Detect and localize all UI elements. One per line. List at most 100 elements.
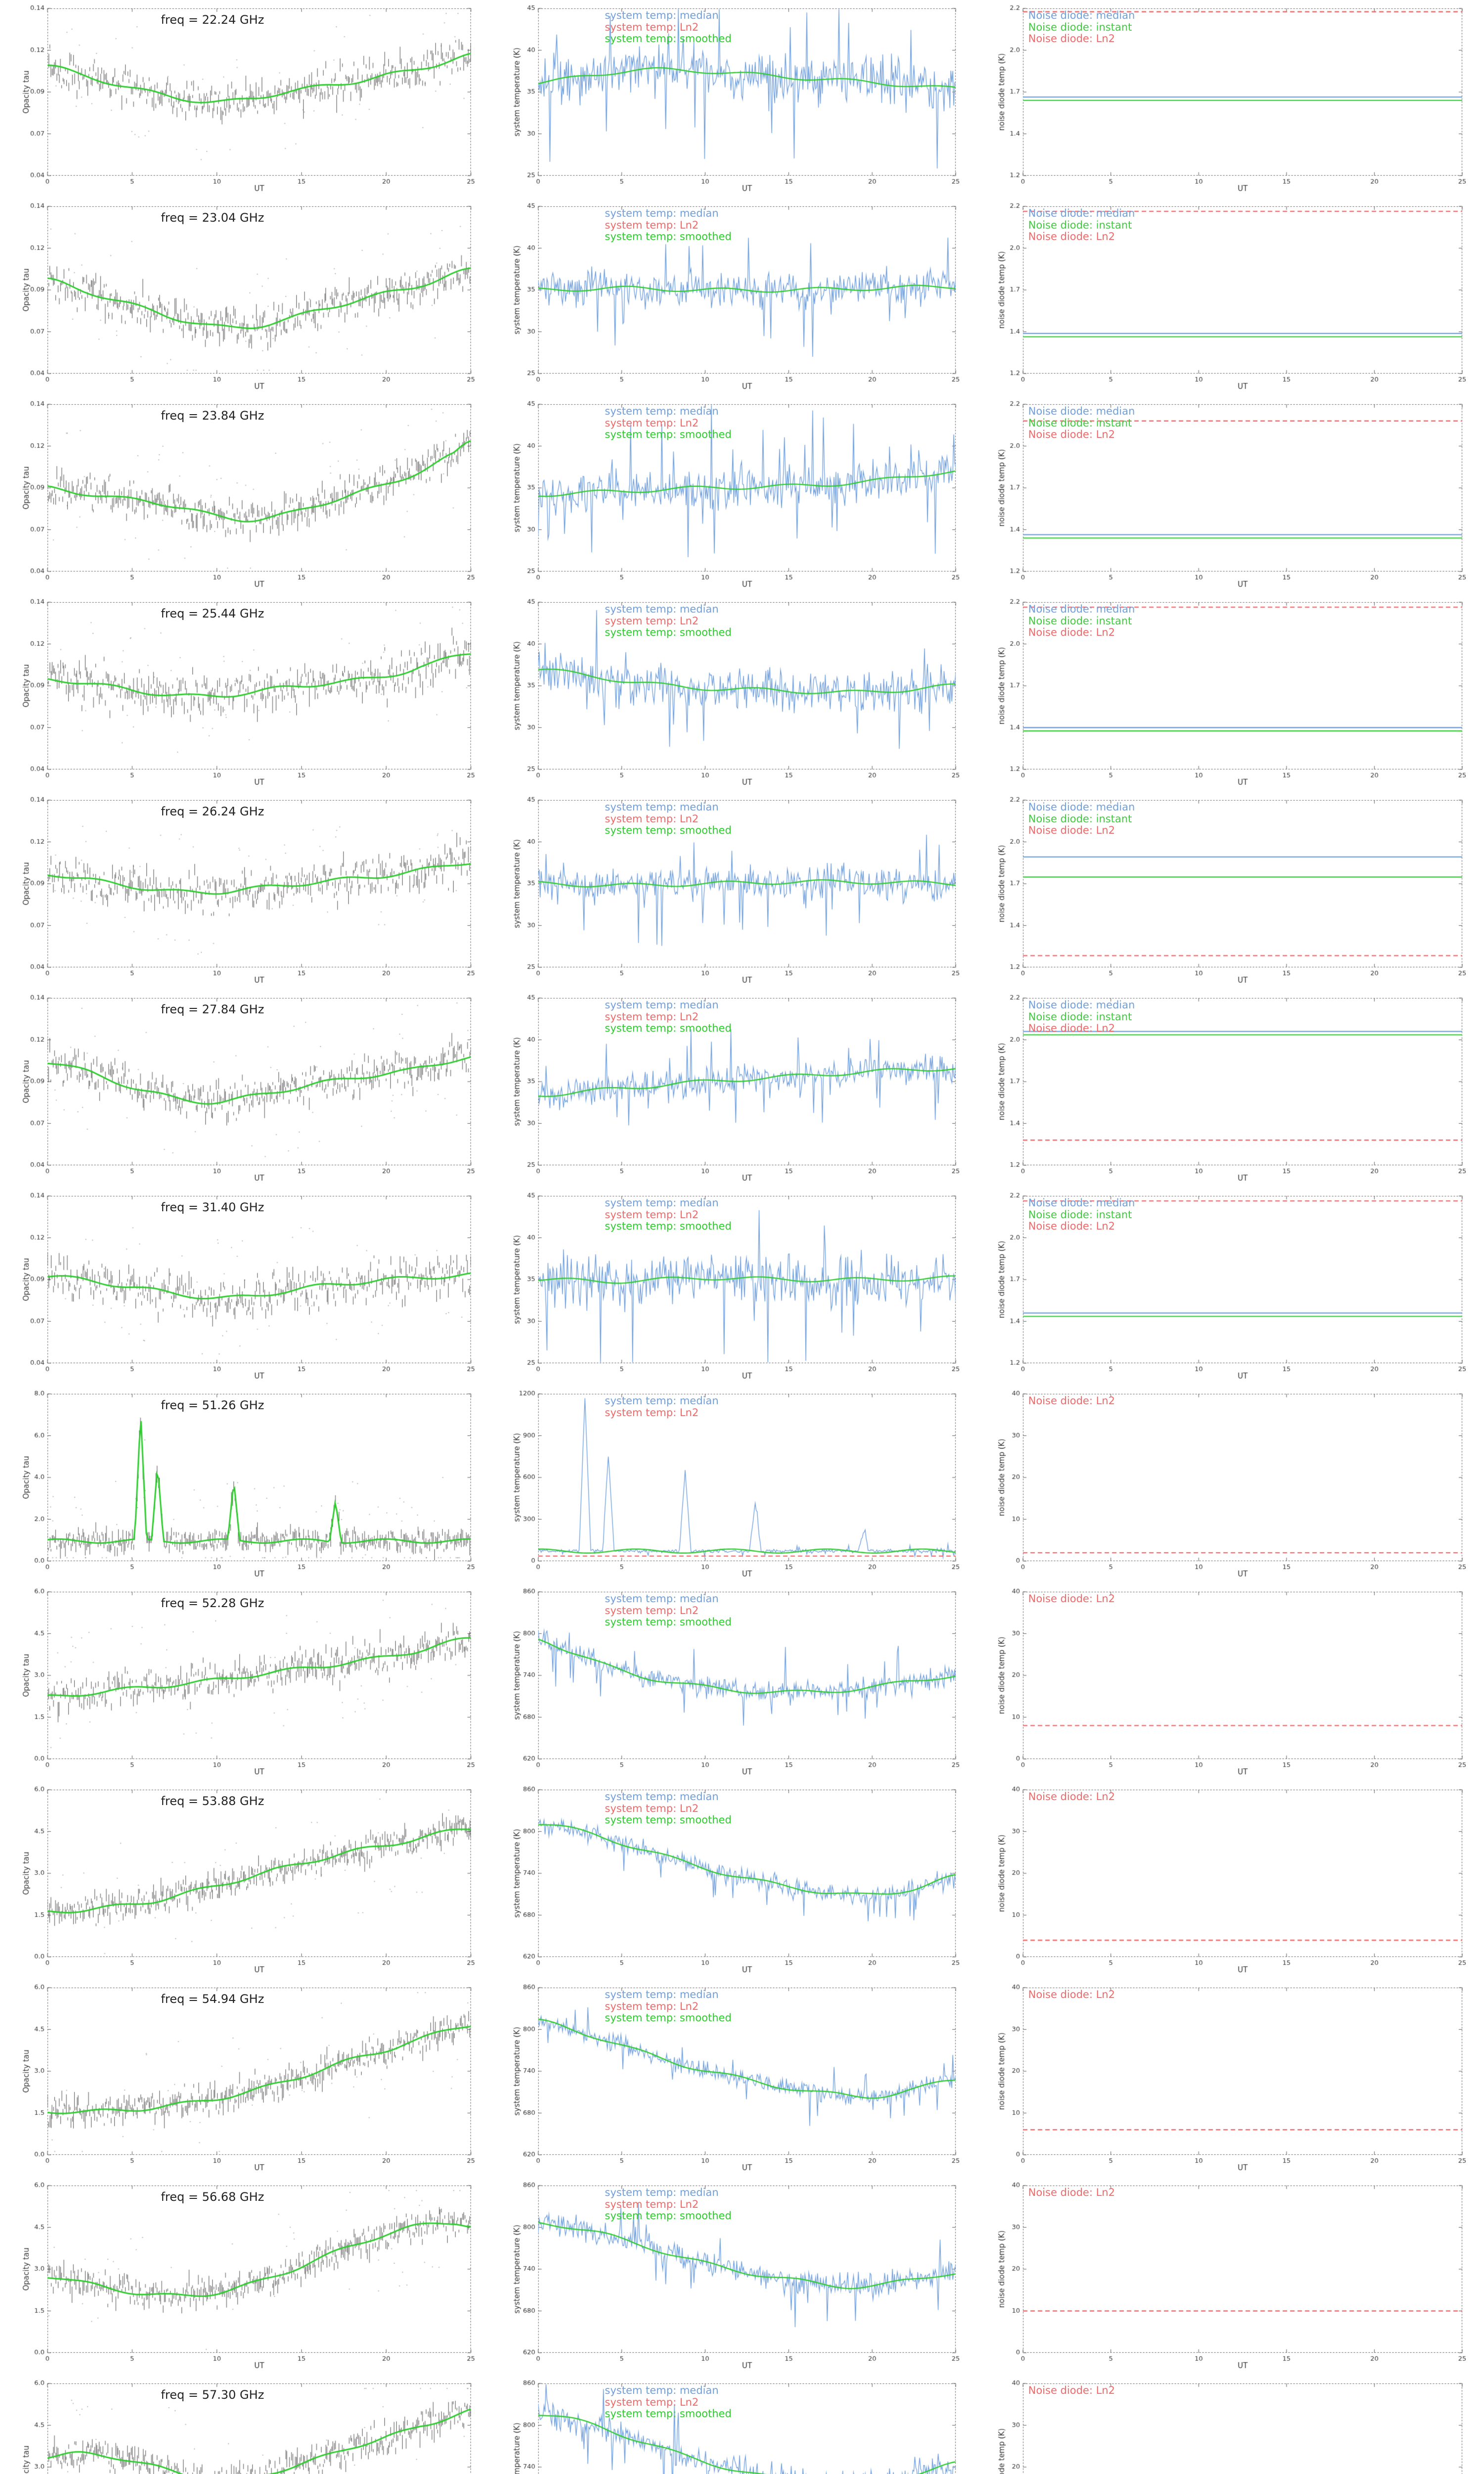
panel-middle: system temp: median system temp: Ln2 syste… [510,792,960,985]
legend-entry-median: Noise diode: median [1028,1197,1135,1209]
legend-entry-instant: Noise diode: instant [1028,812,1132,825]
middle-legend: system temp: median system temp: Ln2 syste… [605,801,732,837]
legend-entry-ln2: system temp: Ln2 [604,417,699,429]
right-legend: Noise diode: median Noise diode: instant N… [1028,207,1135,243]
chart-row: freq = 22.24 GHz system temp: median syste… [0,0,1484,198]
freq-title: freq = 31.40 GHz [161,1200,264,1214]
middle-chart-canvas [510,400,960,589]
right-chart-canvas [995,1984,1466,2173]
legend-entry-median: system temp: median [604,405,719,417]
middle-chart-canvas [510,1390,960,1579]
chart-row: freq = 56.68 GHz system temp: median syste… [0,2177,1484,2375]
freq-title: freq = 56.68 GHz [161,2190,264,2204]
legend-entry-median: Noise diode: median [1028,801,1135,813]
left-chart-canvas [20,598,475,787]
panel-middle: system temp: median system temp: Ln2 syste… [510,2375,960,2474]
legend-entry-instant: Noise diode: instant [1028,417,1132,429]
freq-title: freq = 22.24 GHz [161,13,264,27]
legend-entry-smoothed: system temp: smoothed [604,1220,732,1233]
chart-row: freq = 27.84 GHz system temp: median syste… [0,990,1484,1188]
legend-entry-median: Noise diode: median [1028,207,1135,219]
panel-right: Noise diode: median Noise diode: instant N… [995,198,1466,391]
legend-entry-median: system temp: median [604,1593,719,1605]
legend-entry-instant: Noise diode: instant [1028,21,1132,33]
legend-entry-smoothed: system temp: smoothed [604,2408,732,2420]
panel-middle: system temp: median system temp: Ln2 syste… [510,1979,960,2173]
legend-entry-ln2: Noise diode: Ln2 [1028,1022,1115,1035]
legend-entry-smoothed: system temp: smoothed [604,626,732,639]
left-chart-canvas [20,400,475,589]
left-chart-canvas [20,1588,475,1777]
legend-entry-instant: Noise diode: instant [1028,1010,1132,1023]
panel-right: Noise diode: Ln2 [995,1583,1466,1777]
left-chart-canvas [20,994,475,1183]
middle-legend: system temp: median system temp: Ln2 syste… [605,1791,732,1826]
chart-row: freq = 23.04 GHz system temp: median syste… [0,198,1484,396]
middle-chart-canvas [510,994,960,1183]
left-chart-canvas [20,2182,475,2371]
legend-entry-ln2: system temp: Ln2 [604,2000,699,2012]
panel-right: Noise diode: median Noise diode: instant N… [995,396,1466,589]
panel-right: Noise diode: median Noise diode: instant N… [995,0,1466,193]
panel-middle: system temp: median system temp: Ln2 syste… [510,1781,960,1975]
legend-entry-instant: Noise diode: instant [1028,1208,1132,1221]
legend-entry-median: system temp: median [604,603,719,615]
legend-entry-smoothed: system temp: smoothed [604,1814,732,1826]
legend-entry-ln2: Noise diode: Ln2 [1028,33,1115,45]
chart-row: freq = 26.24 GHz system temp: median syste… [0,792,1484,990]
freq-title: freq = 25.44 GHz [161,607,264,620]
right-chart-canvas [995,1588,1466,1777]
legend-entry-median: system temp: median [604,9,719,21]
middle-chart-canvas [510,1192,960,1381]
freq-title: freq = 54.94 GHz [161,1992,264,2006]
panel-left: freq = 57.30 GHz [20,2375,475,2474]
panel-left: freq = 27.84 GHz [20,990,475,1183]
panel-left: freq = 23.84 GHz [20,396,475,589]
panel-left: freq = 54.94 GHz [20,1979,475,2173]
legend-entry-ln2: system temp: Ln2 [604,1010,699,1023]
panel-middle: system temp: median system temp: Ln2 syste… [510,990,960,1183]
legend-entry-ln2: system temp: Ln2 [604,219,699,231]
chart-row: freq = 54.94 GHz system temp: median syste… [0,1979,1484,2177]
panel-middle: system temp: median system temp: Ln2 syste… [510,594,960,787]
right-legend: Noise diode: median Noise diode: instant N… [1028,603,1135,639]
freq-title: freq = 23.84 GHz [161,409,264,423]
panel-right: Noise diode: Ln2 [995,1385,1466,1579]
freq-title: freq = 51.26 GHz [161,1398,264,1412]
chart-row: freq = 52.28 GHz system temp: median syste… [0,1583,1484,1781]
legend-entry-ln2: Noise diode: Ln2 [1028,428,1115,441]
right-chart-canvas [995,1390,1466,1579]
panel-middle: system temp: median system temp: Ln2 syste… [510,1188,960,1381]
legend-entry-ln2: system temp: Ln2 [604,615,699,627]
middle-chart-canvas [510,202,960,391]
legend-entry-ln2: Noise diode: Ln2 [1028,1395,1115,1407]
right-legend: Noise diode: median Noise diode: instant N… [1028,999,1135,1035]
right-legend: Noise diode: median Noise diode: instant N… [1028,405,1135,441]
legend-entry-ln2: Noise diode: Ln2 [1028,1989,1115,2000]
panel-left: freq = 23.04 GHz [20,198,475,391]
panel-left: freq = 31.40 GHz [20,1188,475,1381]
legend-entry-median: system temp: median [604,207,719,219]
panel-left: freq = 51.26 GHz [20,1385,475,1579]
right-chart-canvas [995,202,1466,391]
panel-left: freq = 56.68 GHz [20,2177,475,2371]
panel-right: Noise diode: median Noise diode: instant N… [995,594,1466,787]
legend-entry-instant: Noise diode: instant [1028,615,1132,627]
right-legend: Noise diode: median Noise diode: instant N… [1028,801,1135,837]
panel-left: freq = 22.24 GHz [20,0,475,193]
panel-middle: system temp: median system temp: Ln2 [510,1385,960,1579]
middle-chart-canvas [510,1786,960,1975]
panel-left: freq = 25.44 GHz [20,594,475,787]
legend-entry-median: system temp: median [604,1395,719,1407]
legend-entry-ln2: system temp: Ln2 [604,2198,699,2210]
legend-entry-ln2: system temp: Ln2 [604,1208,699,1221]
legend-entry-median: system temp: median [604,2384,719,2396]
legend-entry-ln2: system temp: Ln2 [604,1406,699,1419]
legend-entry-ln2: Noise diode: Ln2 [1028,824,1115,837]
middle-chart-canvas [510,796,960,985]
panel-middle: system temp: median system temp: Ln2 syste… [510,1583,960,1777]
right-legend: Noise diode: median Noise diode: instant N… [1028,9,1135,45]
legend-entry-ln2: Noise diode: Ln2 [1028,2187,1115,2198]
legend-entry-ln2: Noise diode: Ln2 [1028,626,1115,639]
